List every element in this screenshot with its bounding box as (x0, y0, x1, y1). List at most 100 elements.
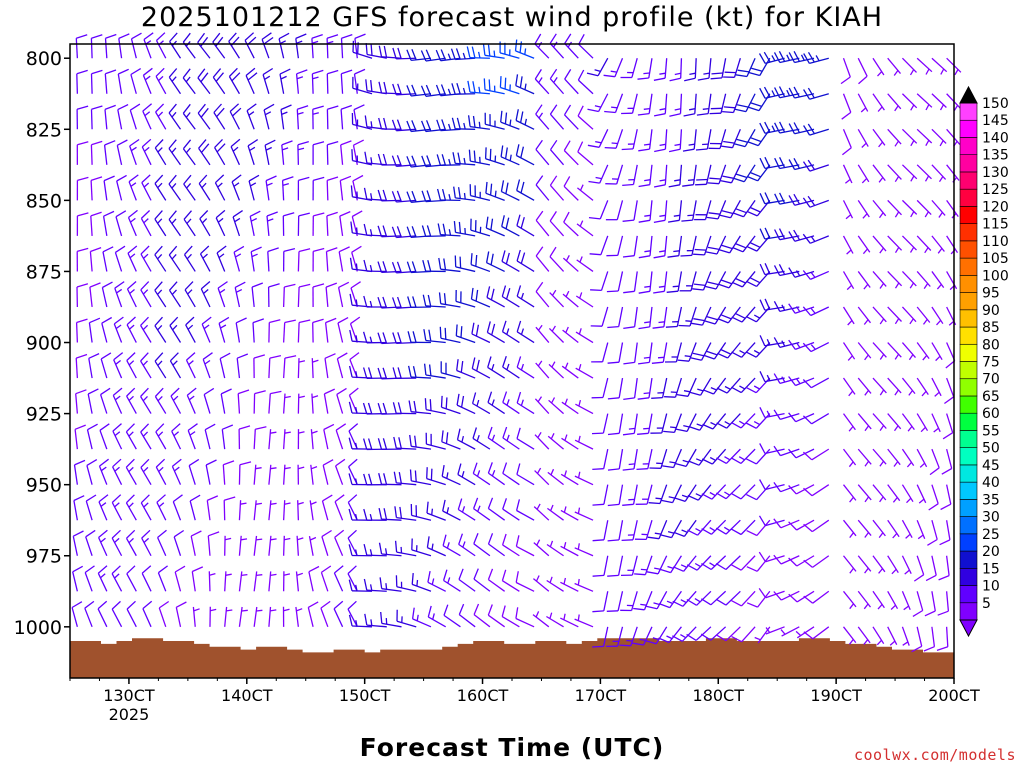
wind-barb-feather (487, 462, 493, 474)
wind-barb-feather (695, 183, 707, 186)
wind-barb-shaft (114, 287, 123, 308)
wind-barb-half-feather (939, 104, 945, 111)
colorbar-label: 30 (982, 510, 1000, 526)
wind-barb-shaft (366, 234, 387, 237)
wind-barb-feather (168, 245, 178, 256)
wind-barb-feather (443, 258, 447, 270)
wind-barb-feather (154, 281, 163, 291)
wind-barb-feather (363, 187, 368, 200)
wind-barb-feather (75, 389, 87, 395)
wind-barb-feather (142, 103, 153, 112)
wind-barb (901, 377, 916, 396)
wind-barb (716, 413, 741, 429)
wind-barb (424, 398, 446, 415)
wind-barb (392, 83, 417, 96)
wind-barb (645, 590, 668, 610)
wind-barb (324, 317, 337, 343)
wind-barb (872, 93, 885, 112)
wind-barb-feather (365, 79, 368, 91)
wind-barb-feather (793, 122, 800, 133)
credit-text[interactable]: coolwx.com/models (853, 746, 1016, 764)
wind-barb-shaft (872, 413, 887, 429)
wind-barb-shaft (549, 113, 565, 130)
wind-barb-shaft (266, 215, 270, 236)
wind-barb (206, 495, 219, 521)
wind-barb-feather (515, 499, 521, 511)
wind-barb-feather (98, 494, 109, 503)
wind-barb-shaft (535, 255, 550, 272)
wind-barb (532, 575, 550, 592)
wind-barb (76, 141, 89, 165)
wind-barb-shaft (502, 331, 520, 344)
wind-barb (156, 494, 167, 521)
wind-barb (337, 281, 350, 308)
wind-barb-feather (352, 174, 364, 182)
wind-barb (473, 603, 491, 628)
wind-barb (746, 519, 771, 537)
wind-barb-shaft (617, 591, 624, 611)
wind-barb-feather (623, 290, 635, 294)
wind-barb-feather (423, 363, 427, 376)
wind-barb-shaft (740, 519, 756, 535)
wind-barb (842, 555, 857, 574)
wind-barb-shaft (73, 464, 79, 485)
wind-barb-shaft (168, 183, 182, 201)
wind-barb-shaft (901, 484, 914, 503)
wind-barb (515, 144, 535, 166)
wind-barb-feather (188, 458, 200, 467)
wind-barb-half-feather (652, 637, 659, 641)
wind-barb-feather (200, 72, 209, 83)
wind-barb-shaft (411, 164, 432, 168)
wind-barb-half-feather (446, 542, 450, 549)
wind-barb-feather (807, 51, 815, 63)
wind-barb-shaft (198, 147, 211, 166)
wind-barb (638, 271, 653, 294)
wind-barb-half-feather (158, 75, 164, 82)
wind-barb-shaft (779, 235, 800, 241)
wind-barb (279, 68, 291, 94)
wind-barb-feather (172, 494, 183, 503)
wind-barb-half-feather (626, 639, 633, 642)
wind-barb (746, 484, 771, 501)
wind-barb-feather (392, 47, 397, 60)
wind-barb-shaft (535, 219, 550, 237)
colorbar-segment (959, 481, 978, 500)
wind-barb-half-feather (771, 55, 776, 62)
wind-barb-shaft (230, 146, 241, 166)
wind-barb-shaft (440, 337, 461, 344)
wind-barb-shaft (741, 271, 756, 288)
wind-barb-shaft (725, 626, 741, 642)
wind-barb-shaft (632, 129, 638, 150)
wind-barb-half-feather (879, 247, 884, 254)
wind-barb-shaft (141, 573, 152, 592)
wind-barb-shaft (263, 109, 270, 130)
wind-barb-shaft (455, 300, 476, 308)
wind-barb (326, 211, 338, 236)
wind-barb-half-feather (674, 179, 681, 182)
wind-barb-feather (87, 423, 98, 431)
wind-barb-shaft (140, 218, 152, 237)
wind-barb (802, 233, 830, 244)
wind-barb-feather (129, 138, 140, 147)
wind-barb-half-feather (724, 421, 731, 426)
wind-barb-feather (197, 68, 206, 79)
wind-barb-half-feather (709, 491, 716, 497)
wind-barb-shaft (687, 377, 697, 397)
wind-barb-feather (673, 531, 685, 538)
wind-barb (516, 214, 535, 237)
wind-barb (887, 413, 902, 432)
wind-barb (660, 519, 682, 539)
wind-barb (439, 326, 461, 344)
wind-barb-feather (516, 249, 521, 262)
wind-barb-shaft (857, 93, 869, 112)
wind-barb (354, 33, 366, 59)
wind-barb (253, 354, 265, 379)
wind-barb-feather (730, 564, 742, 571)
y-tick-label: 900 (26, 333, 62, 355)
wind-barb-feather (759, 87, 766, 99)
wind-barb-feather (422, 294, 427, 307)
wind-barb-half-feather (681, 529, 688, 533)
wind-barb-feather (588, 180, 600, 184)
wind-barb-feather (500, 180, 505, 192)
wind-barb-half-feather (724, 491, 731, 496)
